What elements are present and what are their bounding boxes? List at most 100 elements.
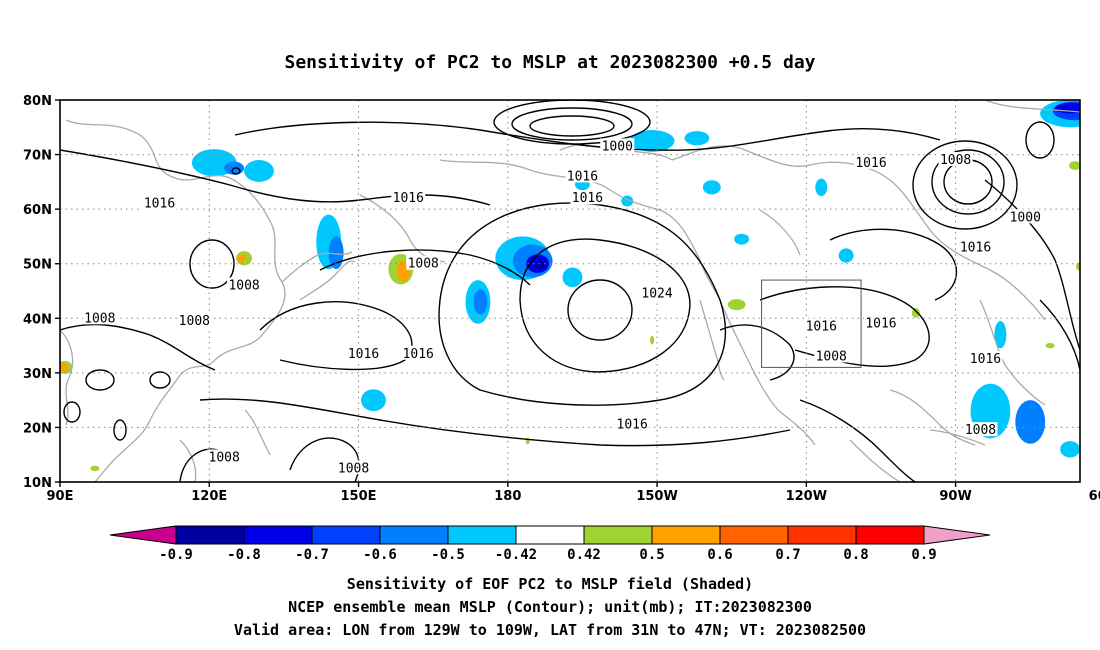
- baja-california: [699, 299, 725, 381]
- shaded-region-28: [734, 233, 750, 245]
- colorbar-segment-6: [515, 525, 585, 545]
- contour-label-bg-15: [863, 315, 898, 330]
- gulf-coast: [889, 389, 976, 446]
- contour-label-12: 1008: [84, 311, 115, 326]
- lon-tick-label-120E: 120E: [191, 489, 227, 504]
- contour-label-bg-0: [600, 138, 635, 153]
- contour-1020: [519, 238, 691, 373]
- contour-label-0: 1000: [602, 139, 633, 154]
- contour-low-1000-outer: [511, 107, 633, 141]
- colorbar-label-1: -0.8: [227, 547, 261, 563]
- contour-label-19: 1016: [970, 352, 1001, 367]
- contour-label-1: 1016: [567, 169, 598, 184]
- contour-label-18: 1008: [816, 349, 847, 364]
- shaded-region-18: [838, 248, 854, 263]
- central-america-coast: [849, 439, 901, 482]
- shaded-region-4: [328, 236, 344, 270]
- colorbar-segment-5: [447, 525, 517, 545]
- contour-label-bg-13: [177, 313, 212, 328]
- shaded-region-37: [60, 363, 68, 372]
- lon-tick-label-180: 180: [494, 489, 521, 504]
- colorbar-segment-2: [243, 525, 313, 545]
- colorbar-label-11: 0.9: [911, 547, 936, 563]
- shaded-region-13: [473, 289, 488, 315]
- colorbar: -0.9 -0.8 -0.7 -0.6 -0.5 -0.42 0.42 0.5 0.6 0.7 0.…: [109, 525, 991, 563]
- contour-small-3: [63, 401, 81, 423]
- lat-tick-label-20N: 20N: [23, 421, 52, 436]
- shaded-region-34: [237, 254, 246, 263]
- contour-label-9: 1008: [408, 257, 439, 272]
- contour-low-1008-asia: [189, 239, 235, 289]
- colorbar-segment-10: [787, 525, 857, 545]
- axis-ticks: 90E 120E 150E 180 150W 120W 90W 60W 10N 20N 30N 40N…: [23, 94, 1100, 504]
- contour-label-21: 1008: [965, 423, 996, 438]
- contour-label-2: 1016: [855, 156, 886, 171]
- contour-label-23: 1008: [338, 461, 369, 476]
- caribbean-coast: [929, 429, 986, 446]
- colorbar-segment-11: [855, 525, 925, 545]
- colorbar-segment-9: [719, 525, 789, 545]
- colorbar-segment-7: [583, 525, 653, 545]
- contour-label-16: 1016: [348, 347, 379, 362]
- contour-label-bg-1: [565, 168, 600, 183]
- caption-line-2: NCEP ensemble mean MSLP (Contour); unit(…: [288, 598, 812, 616]
- shaded-region-19: [994, 321, 1007, 349]
- contour-label-3: 1008: [940, 153, 971, 168]
- shaded-region-24: [1060, 441, 1080, 458]
- contour-label-bg-16: [346, 345, 381, 360]
- shaded-region-29: [1085, 258, 1100, 269]
- contour-label-11: 1008: [228, 279, 259, 294]
- contour-high-1024: [567, 279, 633, 341]
- colorbar-high-arrow: [923, 525, 991, 545]
- contour-label-bg-19: [968, 351, 1003, 366]
- colorbar-label-10: 0.8: [843, 547, 868, 563]
- shaded-region-39: [1069, 161, 1080, 170]
- colorbar-label-4: -0.5: [431, 547, 465, 563]
- colorbar-label-6: 0.42: [567, 547, 601, 563]
- lat-tick-label-70N: 70N: [23, 149, 52, 164]
- shaded-region-40: [1076, 262, 1080, 271]
- captions: Sensitivity of EOF PC2 to MSLP field (Sh…: [234, 575, 866, 639]
- north-america-west-coast: [439, 159, 816, 446]
- contour-label-bg-22: [207, 449, 242, 464]
- colorbar-segment-3: [311, 525, 381, 545]
- contour-label-bg-20: [615, 416, 650, 431]
- lon-tick-label-90E: 90E: [47, 489, 74, 504]
- colorbar-label-9: 0.7: [775, 547, 800, 563]
- shaded-region-22: [1085, 422, 1100, 466]
- shaded-region-41: [650, 335, 655, 345]
- contour-label-13: 1008: [179, 314, 210, 329]
- contour-label-10: 1024: [641, 287, 672, 302]
- hudson-area: [759, 209, 801, 256]
- shaded-region-11: [562, 267, 583, 288]
- shaded-region-44: [90, 465, 100, 472]
- contour-label-8: 1016: [960, 240, 991, 255]
- contour-label-bg-6: [570, 190, 605, 205]
- greenland-coast: [984, 100, 1080, 113]
- lat-tick-label-40N: 40N: [23, 312, 52, 327]
- coastlines: [60, 100, 1080, 482]
- figure-title: Sensitivity of PC2 to MSLP at 2023082300…: [284, 52, 815, 73]
- shaded-region-21: [1015, 400, 1046, 444]
- map-area: 1000 1016 1016 1008 1016 1016 1016 1000 1016 1008…: [60, 100, 1100, 482]
- us-east-coast: [979, 299, 1046, 406]
- contour-1016-atlantic: [1039, 299, 1080, 371]
- shaded-region-14: [361, 389, 386, 412]
- contour-small-6: [1025, 121, 1055, 159]
- taiwan-coast: [244, 409, 271, 456]
- contour-label-17: 1016: [403, 347, 434, 362]
- contour-label-7: 1000: [1010, 210, 1041, 225]
- contour-label-4: 1016: [144, 197, 175, 212]
- contour-1008-east: [719, 324, 795, 381]
- lon-tick-label-150E: 150E: [341, 489, 377, 504]
- contour-label-bg-23: [336, 460, 371, 475]
- lon-tick-label-90W: 90W: [939, 489, 971, 504]
- lon-tick-label-120W: 120W: [786, 489, 827, 504]
- caption-line-3: Valid area: LON from 129W to 109W, LAT f…: [234, 621, 866, 639]
- contour-1016-mid: [259, 301, 413, 371]
- contour-small-1: [85, 369, 115, 391]
- shaded-region-30: [815, 178, 828, 197]
- contour-label-bg-17: [401, 345, 436, 360]
- contour-label-bg-5: [391, 190, 426, 205]
